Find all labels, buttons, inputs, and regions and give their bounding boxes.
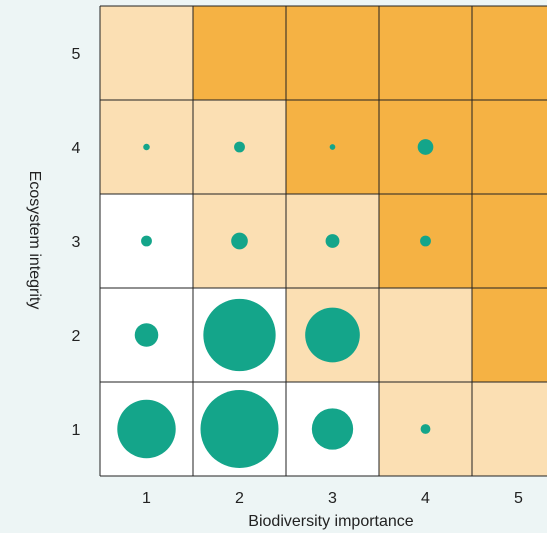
x-tick-label: 1 [142,490,151,507]
bubble-1-1 [117,399,176,459]
cell-5-3 [472,194,547,288]
heatmap-cells [100,6,547,476]
cell-3-5 [286,6,379,100]
x-axis-label: Biodiversity importance [248,513,414,530]
x-tick-label: 2 [235,490,244,507]
y-tick-label: 3 [72,234,81,251]
cell-5-1 [472,382,547,476]
bubble-2-1 [200,390,279,468]
x-tick-label: 5 [514,490,523,507]
y-tick-labels: 1 2 3 4 5 [72,46,81,439]
bubble-3-3 [325,234,340,248]
cell-5-2 [472,288,547,382]
y-axis-label: Ecosystem integrity [26,171,43,310]
bubble-1-3 [141,235,152,247]
bubble-1-4 [143,143,150,151]
cell-2-5 [193,6,286,100]
y-tick-label: 2 [72,328,81,345]
bubble-2-2 [203,298,276,372]
cell-4-5 [379,6,472,100]
cell-1-5 [100,6,193,100]
bubbles [117,139,434,468]
x-tick-labels: 1 2 3 4 5 [142,490,523,507]
x-tick-label: 4 [421,490,430,507]
bubble-2-4 [234,141,245,153]
grid [99,5,547,477]
cell-5-5 [472,6,547,100]
bubble-3-4 [329,144,336,150]
y-tick-label: 4 [72,140,81,157]
y-tick-label: 1 [72,422,81,439]
bubble-1-2 [134,323,159,347]
y-tick-label: 5 [72,46,81,63]
bubble-2-3 [231,232,248,250]
bubble-4-1 [420,424,431,434]
bubble-4-3 [420,235,431,247]
bubble-3-1 [311,408,354,450]
bubble-4-4 [417,139,434,155]
bubble-3-2 [305,307,360,363]
cell-4-2 [379,288,472,382]
x-tick-label: 3 [328,490,337,507]
cell-5-4 [472,100,547,194]
